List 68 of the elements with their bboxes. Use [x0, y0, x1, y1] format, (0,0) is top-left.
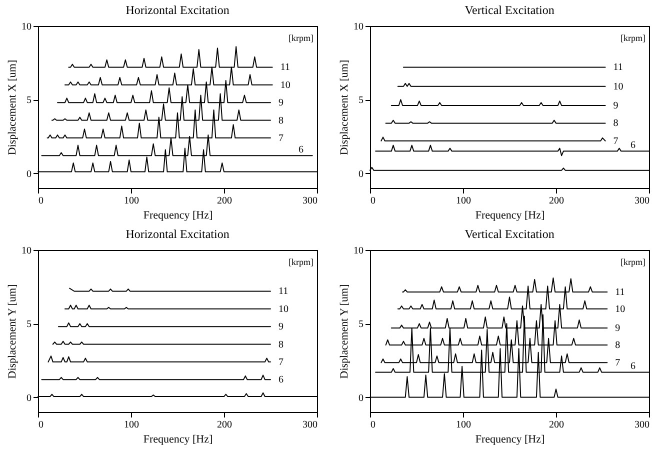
y-tick-label: 0: [358, 168, 364, 180]
series-label: 11: [613, 62, 623, 74]
series-label: 8: [278, 339, 284, 350]
y-axis-title: Displacement X [um]: [338, 60, 350, 156]
series-label: 10: [278, 304, 288, 315]
x-tick-label: 0: [38, 196, 44, 206]
x-tick-label: 300: [634, 420, 650, 430]
chart-title: Vertical Excitation: [464, 227, 554, 241]
x-tick-label: 300: [634, 196, 650, 206]
series-label: 11: [278, 286, 288, 298]
y-tick-label: 0: [26, 168, 32, 180]
x-tick-label: 100: [124, 196, 139, 206]
x-tick-label: 100: [456, 196, 471, 206]
legend-title: [krpm]: [288, 33, 314, 43]
series-label: 6: [630, 361, 636, 372]
x-axis-title: Frequency [Hz]: [143, 210, 213, 222]
y-tick-label: 10: [22, 246, 32, 256]
x-tick-label: 200: [217, 196, 232, 206]
x-tick-label: 0: [370, 420, 376, 430]
y-tick-label: 10: [354, 22, 364, 32]
y-tick-label: 10: [22, 22, 32, 32]
y-tick-label: 5: [358, 95, 364, 106]
series-label: 9: [613, 100, 618, 112]
series-label: 7: [615, 358, 620, 369]
x-tick-label: 100: [456, 420, 471, 430]
y-tick-label: 0: [358, 392, 364, 404]
series-label: 10: [613, 81, 624, 92]
series-label: 11: [280, 62, 290, 74]
y-axis-title: Displacement Y [um]: [338, 284, 350, 379]
chart-title: Vertical Excitation: [464, 3, 554, 17]
series-label: 7: [278, 356, 284, 368]
y-tick-label: 0: [26, 392, 32, 404]
series-label: 7: [278, 132, 284, 144]
y-axis-title: Displacement X [um]: [6, 60, 18, 156]
series-label: 6: [298, 144, 304, 156]
series-label: 9: [278, 98, 284, 109]
series-label: 8: [615, 340, 620, 351]
x-axis-title: Frequency [Hz]: [475, 434, 545, 446]
y-tick-label: 5: [26, 319, 32, 330]
y-axis-title: Displacement Y [um]: [6, 284, 18, 379]
series-label: 7: [613, 136, 618, 147]
chart-title: Horizontal Excitation: [126, 3, 230, 17]
series-label: 9: [615, 323, 620, 334]
x-tick-label: 200: [549, 196, 564, 206]
series-label: 9: [278, 322, 284, 333]
series-label: 11: [615, 286, 625, 298]
series-label: 10: [280, 80, 290, 91]
x-tick-label: 100: [124, 420, 139, 430]
series-label: 10: [615, 304, 626, 315]
legend-title: [krpm]: [620, 257, 646, 267]
series-label: 6: [630, 140, 636, 152]
x-tick-label: 0: [370, 196, 376, 206]
x-axis-title: Frequency [Hz]: [475, 210, 545, 222]
y-tick-label: 10: [354, 246, 364, 256]
series-label: 8: [278, 115, 284, 126]
series-label: 6: [278, 374, 284, 386]
x-tick-label: 0: [38, 420, 44, 430]
x-tick-label: 200: [217, 420, 232, 430]
x-tick-label: 300: [302, 420, 318, 430]
x-tick-label: 200: [549, 420, 564, 430]
series-label: 8: [613, 118, 618, 130]
legend-title: [krpm]: [288, 257, 314, 267]
y-tick-label: 5: [26, 95, 32, 106]
chart-title: Horizontal Excitation: [126, 227, 230, 241]
x-tick-label: 300: [302, 196, 318, 206]
legend-title: [krpm]: [620, 33, 646, 43]
y-tick-label: 5: [358, 319, 364, 330]
x-axis-title: Frequency [Hz]: [143, 434, 213, 446]
